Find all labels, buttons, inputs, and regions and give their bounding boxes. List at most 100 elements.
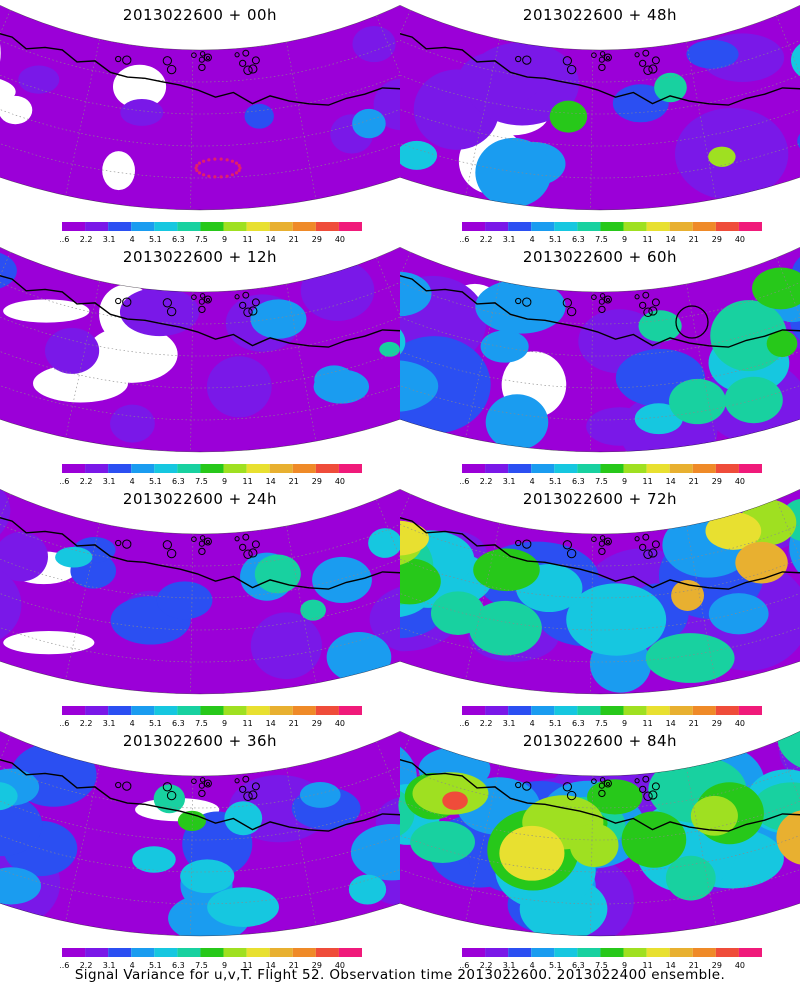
colorbar-swatch [108, 464, 132, 473]
colorbar-swatch [223, 706, 247, 715]
colorbar-swatch [85, 222, 109, 231]
colorbar-label: 7.5 [595, 719, 608, 728]
colorbar-swatch [623, 222, 647, 231]
colorbar-swatch [554, 464, 578, 473]
colorbar-swatch [246, 948, 270, 957]
colorbar-swatch [131, 464, 155, 473]
colorbar-label: 5.1 [149, 235, 162, 244]
colorbar-swatch [646, 948, 670, 957]
colorbar-label: 6.3 [172, 719, 185, 728]
colorbar-swatch [315, 464, 339, 473]
colorbar-label: 3.1 [103, 961, 116, 970]
colorbar-swatch [577, 464, 601, 473]
forecast-panel: 2013022600 + 72h 1.6 2.2 3.1 4 5.1 6.3 7.5 9 11 14… [400, 484, 800, 729]
colorbar-label: 40 [735, 477, 745, 486]
colorbar-label: 7.5 [595, 961, 608, 970]
colorbar-swatch [154, 948, 178, 957]
colorbar-swatch [623, 948, 647, 957]
colorbar-label: 9 [622, 961, 627, 970]
colorbar-swatch [738, 222, 762, 231]
colorbar-swatch [508, 706, 532, 715]
colorbar-swatch [131, 948, 155, 957]
colorbar-swatch [269, 464, 293, 473]
colorbar-label: 2.2 [480, 235, 493, 244]
colorbar-swatch [62, 948, 86, 957]
colorbar-swatch [269, 706, 293, 715]
colorbar: 1.6 2.2 3.1 4 5.1 6.3 7.5 9 11 14 21 29 40 [60, 948, 362, 970]
colorbar-label: 11 [243, 477, 253, 486]
colorbar-label: 2.2 [480, 477, 493, 486]
colorbar-swatch [246, 222, 270, 231]
forecast-panel: 2013022600 + 00h 1.6 2.2 3.1 4 5.1 6.3 7.5 9 11 14… [0, 0, 400, 245]
colorbar-label: 5.1 [149, 477, 162, 486]
colorbar-label: 11 [643, 719, 653, 728]
colorbar-label: 21 [289, 961, 299, 970]
colorbar-label: 40 [735, 235, 745, 244]
colorbar-label: 11 [243, 961, 253, 970]
colorbar-label: 14 [266, 719, 276, 728]
colorbar: 1.6 2.2 3.1 4 5.1 6.3 7.5 9 11 14 21 29 40 [60, 222, 362, 244]
colorbar-swatch [669, 706, 693, 715]
colorbar-label: 29 [712, 719, 722, 728]
colorbar-label: 3.1 [103, 719, 116, 728]
colorbar-swatch [85, 948, 109, 957]
colorbar-label: 6.3 [572, 719, 585, 728]
panel-title: 2013022600 + 60h [522, 248, 678, 266]
colorbar-label: 6.3 [172, 961, 185, 970]
colorbar-label: 21 [689, 719, 699, 728]
colorbar: 1.6 2.2 3.1 4 5.1 6.3 7.5 9 11 14 21 29 40 [460, 948, 762, 970]
colorbar-swatch [531, 948, 555, 957]
colorbar-swatch [223, 464, 247, 473]
colorbar-swatch [292, 464, 316, 473]
colorbar-swatch [131, 706, 155, 715]
colorbar-label: 6.3 [572, 477, 585, 486]
panel-title: 2013022600 + 12h [122, 248, 278, 266]
colorbar-label: 2.2 [80, 961, 93, 970]
colorbar-swatch [62, 464, 86, 473]
colorbar-swatch [646, 464, 670, 473]
colorbar-swatch [577, 222, 601, 231]
colorbar-swatch [177, 464, 201, 473]
variance-map [400, 0, 800, 211]
colorbar-label: 4 [530, 961, 535, 970]
colorbar-swatch [154, 706, 178, 715]
colorbar-swatch [177, 706, 201, 715]
flight-track [194, 157, 242, 179]
colorbar-label: 14 [266, 961, 276, 970]
colorbar-label: 4 [130, 477, 135, 486]
colorbar-label: 40 [335, 961, 345, 970]
colorbar-swatch [315, 222, 339, 231]
colorbar-label: 29 [312, 719, 322, 728]
colorbar-label: 11 [643, 961, 653, 970]
colorbar-label: 4 [130, 719, 135, 728]
colorbar-swatch [692, 706, 716, 715]
colorbar: 1.6 2.2 3.1 4 5.1 6.3 7.5 9 11 14 21 29 40 [460, 464, 762, 486]
colorbar-label: 9 [222, 961, 227, 970]
colorbar-label: 7.5 [595, 477, 608, 486]
colorbar-swatch [738, 706, 762, 715]
colorbar-label: 7.5 [195, 477, 208, 486]
colorbar-swatch [177, 222, 201, 231]
colorbar-swatch [108, 706, 132, 715]
panel-title: 2013022600 + 36h [122, 732, 278, 750]
forecast-panel: 2013022600 + 24h 1.6 2.2 3.1 4 5.1 6.3 7.5 9 11 14… [0, 484, 400, 729]
colorbar-swatch [577, 706, 601, 715]
marker-circle [675, 305, 709, 339]
colorbar-label: 1.6 [460, 477, 469, 486]
colorbar-label: 4 [130, 235, 135, 244]
colorbar-label: 2.2 [80, 235, 93, 244]
colorbar-label: 14 [666, 719, 676, 728]
colorbar-swatch [531, 706, 555, 715]
colorbar-label: 21 [689, 235, 699, 244]
colorbar-swatch [200, 706, 224, 715]
colorbar-swatch [600, 222, 624, 231]
colorbar-swatch [646, 706, 670, 715]
colorbar: 1.6 2.2 3.1 4 5.1 6.3 7.5 9 11 14 21 29 40 [60, 464, 362, 486]
colorbar-swatch [246, 706, 270, 715]
colorbar-label: 4 [530, 719, 535, 728]
colorbar-swatch [485, 464, 509, 473]
colorbar-label: 1.6 [60, 235, 69, 244]
colorbar-swatch [200, 464, 224, 473]
colorbar-label: 1.6 [60, 477, 69, 486]
colorbar-swatch [531, 464, 555, 473]
